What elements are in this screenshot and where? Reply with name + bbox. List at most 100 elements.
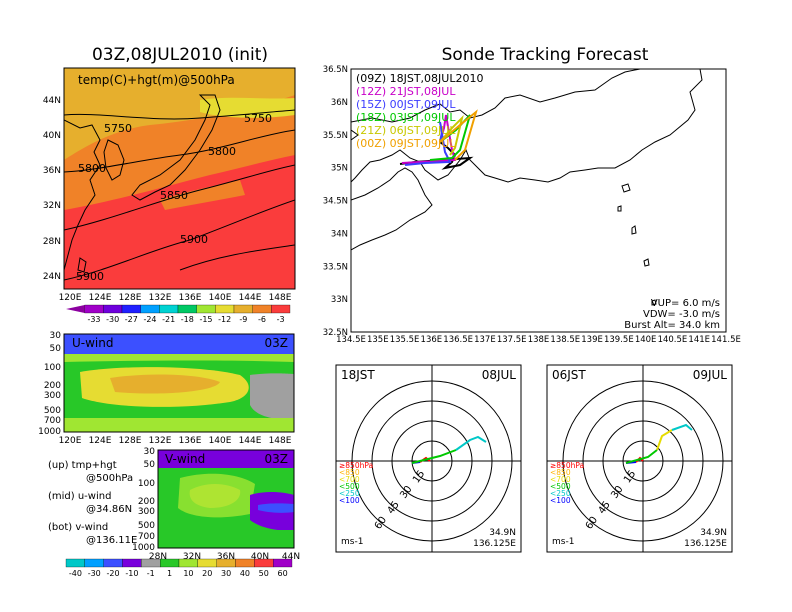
colorbar-tick: -18 [181, 315, 194, 324]
uwind-frame [63, 333, 295, 433]
lon-tick: 139.5E [604, 335, 634, 345]
lat-tick: 40N [43, 131, 61, 141]
colorbar-segment [178, 558, 198, 568]
p-tick: 500 [138, 521, 155, 531]
hodograph-level-label: <500 [550, 482, 571, 491]
temp-map-label: temp(C)+hgt(m)@500hPa [78, 73, 235, 87]
lat-tick: 36N [43, 166, 61, 176]
track-params: VUP= 6.0 m/s VDW= -3.0 m/s Burst Alt= 34… [624, 298, 720, 331]
colorbar-tick: 40 [240, 569, 250, 578]
lon-tick: 144E [239, 436, 262, 446]
hodograph-unit: ms-1 [552, 537, 574, 547]
lon-tick: 136.5E [443, 335, 473, 345]
hodograph-level-label: <700 [550, 475, 571, 484]
hodograph-lat: 34.9N [700, 528, 727, 538]
lat-tick: 33.5N [323, 262, 348, 272]
lon-tick: 128E [119, 293, 142, 303]
legend-21z: (21Z) 06JST,09JUL [356, 124, 456, 137]
lat-tick: 36N [331, 98, 348, 108]
hodograph-level-label: <100 [550, 496, 571, 505]
p-tick: 200 [138, 497, 155, 507]
note-bot-a: (bot) v-wind [48, 522, 108, 533]
p-tick: 500 [44, 406, 61, 416]
uwind-low [64, 418, 294, 432]
lon-tick: 120E [59, 293, 82, 303]
lon-tick: 140E [635, 335, 657, 345]
p-tick: 200 [44, 381, 61, 391]
lat-tick: 36N [217, 552, 235, 562]
hodograph-time: 06JST [552, 368, 586, 382]
colorbar-segment [103, 304, 123, 314]
uwind-top-band [64, 334, 294, 354]
colorbar-segment [216, 558, 236, 568]
colorbar-tick: 20 [202, 569, 212, 578]
colorbar-tick: -24 [143, 315, 156, 324]
legend-notes: (up) tmp+hgt @500hPa (mid) u-wind @34.86… [48, 460, 137, 546]
uwind-mid-band [64, 354, 294, 362]
hodograph-ring [602, 420, 684, 502]
temp-map-panel: temp(C)+hgt(m)@500hPa 5750 5750 5800 580… [43, 67, 296, 324]
right-title: Sonde Tracking Forecast [442, 45, 649, 65]
hodograph-level-label: <850 [550, 468, 571, 477]
uwind-lon-ticks: 120E 124E 128E 132E 136E 140E 144E 148E [59, 436, 292, 446]
colorbar-tick: -1 [147, 569, 155, 578]
hodograph-trace [625, 449, 658, 464]
lon-tick: 136E [421, 335, 443, 345]
contour-labels: 5750 5750 5800 5800 5850 5900 5900 [76, 112, 272, 283]
colorbar-segment [160, 558, 180, 568]
temp-map-frame [63, 67, 296, 290]
note-up-b: @500hPa [86, 473, 133, 484]
hodograph-ring [622, 440, 664, 482]
hgt-contour-5900 [64, 199, 295, 281]
legend-15z: (15Z) 00JST,09JUL [356, 98, 456, 111]
lat-tick: 35.5N [323, 131, 348, 141]
colorbar-segment [235, 558, 255, 568]
contour-label: 5800 [78, 162, 106, 175]
lat-tick: 44N [43, 96, 61, 106]
colorbar-tick: -12 [218, 315, 231, 324]
note-mid-b: @34.86N [86, 504, 132, 515]
colorbar-arrow-left [66, 305, 85, 313]
lat-tick: 28N [149, 552, 167, 562]
track-lon-ticks: 134.5E 135E 135.5E 136E 136.5E 137E 137.5E 138E… [336, 335, 741, 345]
vwind-label: V-wind [165, 452, 205, 466]
colorbar-tick: 1 [167, 569, 172, 578]
temp-lon-ticks: 120E 124E 128E 132E 136E 140E 144E 148E [59, 293, 292, 303]
colorbar-tick: -21 [162, 315, 175, 324]
colorbar-segment [84, 558, 104, 568]
lat-tick: 40N [251, 552, 269, 562]
note-bot-b: @136.11E [86, 535, 137, 546]
p-tick: 100 [44, 363, 61, 373]
track-00z [439, 109, 478, 161]
coastline-korea [103, 139, 125, 181]
hodograph-level-label: <250 [339, 489, 360, 498]
temp-band-light [200, 97, 295, 118]
hodograph-level-label: <500 [339, 482, 360, 491]
hgt-contour-5750a [64, 109, 295, 120]
colorbar-segment [273, 558, 293, 568]
temp-band-yellow [64, 68, 295, 160]
sonde-tracks [399, 109, 478, 170]
lon-tick: 148E [269, 293, 292, 303]
p-tick: 700 [44, 416, 61, 426]
hodograph-level-label: <100 [339, 496, 360, 505]
island-4 [643, 258, 650, 267]
track-12z [401, 114, 457, 164]
track-legend: (09Z) 18JST,08JUL2010 (12Z) 21JST,08JUL … [356, 72, 483, 150]
contour-label: 5750 [104, 122, 132, 135]
lon-tick: 137E [474, 335, 496, 345]
coastline-honshu [351, 69, 703, 183]
contour-label: 5900 [180, 233, 208, 246]
lat-tick: 36.5N [323, 65, 348, 75]
legend-18z: (18Z) 03JST,09JUL [356, 111, 456, 124]
p-tick: 100 [138, 479, 155, 489]
colorbar-tick: -33 [87, 315, 100, 324]
contour-label: 5800 [208, 145, 236, 158]
track-map-panel: (09Z) 18JST,08JUL2010 (12Z) 21JST,08JUL … [323, 65, 741, 345]
colorbar-tick: -6 [258, 315, 266, 324]
p-tick: 300 [44, 391, 61, 401]
vwind-lat-ticks: 28N 32N 36N 40N 44N [149, 552, 300, 562]
lon-tick: 140E [209, 293, 232, 303]
contour-label: 5750 [244, 112, 272, 125]
coastline-kii [351, 167, 433, 251]
